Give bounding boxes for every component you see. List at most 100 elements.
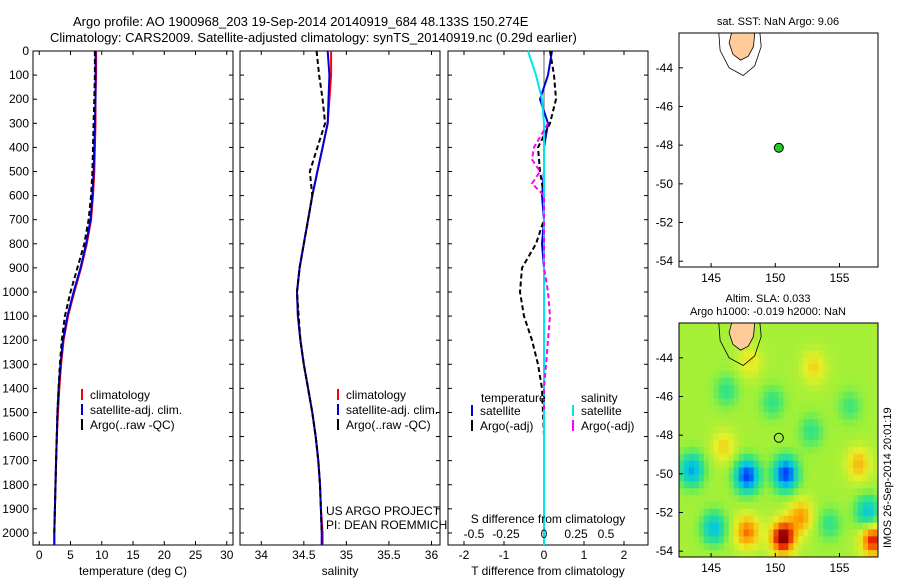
- x-tick-label: 36: [425, 548, 439, 562]
- plot-frame: [32, 50, 234, 546]
- sla-cell: [763, 460, 770, 469]
- difference-profile-panel: -2 -1 0 1 2 T difference from climatology temp…: [447, 50, 649, 578]
- sla-cell: [793, 522, 799, 531]
- sla-cell: [683, 350, 690, 359]
- sla-cell: [843, 508, 849, 517]
- plot-frame: [239, 50, 441, 546]
- sla-cell: [823, 433, 829, 441]
- sla-cell: [733, 384, 740, 393]
- sla-cell: [698, 515, 705, 524]
- sla-cell: [808, 481, 814, 489]
- sla-cell: [848, 488, 854, 496]
- sla-cell: [828, 501, 834, 510]
- sla-cell: [693, 481, 700, 489]
- sla-cell: [763, 543, 770, 551]
- sla-cell: [753, 508, 760, 517]
- sla-cell: [833, 440, 839, 448]
- y-tick-label: 1500: [2, 405, 29, 419]
- sla-cell: [833, 467, 839, 476]
- sla-cell: [863, 536, 869, 544]
- sla-cell: [728, 412, 735, 420]
- sla-cell: [793, 357, 799, 365]
- x-tick-label: 34: [255, 548, 269, 562]
- sla-cell: [788, 495, 795, 503]
- sla-cell: [688, 488, 695, 496]
- sla-cell: [858, 460, 864, 469]
- sla-cell: [813, 522, 819, 531]
- sla-cell: [818, 384, 824, 393]
- sla-cell: [868, 350, 874, 359]
- sla-cell: [868, 419, 874, 427]
- sla-cell: [763, 350, 770, 359]
- sla-cell: [808, 474, 814, 482]
- sla-cell: [708, 543, 715, 551]
- sla-cell: [688, 384, 695, 393]
- sla-cell: [698, 323, 705, 331]
- sla-cell: [828, 371, 834, 379]
- sla-cell: [743, 398, 750, 407]
- sla-cell: [863, 391, 869, 400]
- sla-cell: [763, 405, 770, 414]
- sla-cell: [748, 529, 755, 537]
- sla-cell: [788, 350, 795, 359]
- sla-cell: [873, 343, 878, 352]
- sla-cell: [743, 391, 750, 400]
- sla-cell: [818, 371, 824, 379]
- sla-cell: [679, 329, 685, 338]
- sla-cell: [828, 426, 834, 434]
- sla-cell: [758, 398, 765, 407]
- sla-cell: [723, 384, 730, 393]
- sla-cell: [758, 378, 765, 386]
- sla-cell: [798, 357, 804, 365]
- sla-cell: [858, 371, 864, 379]
- sla-cell: [858, 522, 864, 531]
- sla-cell: [763, 453, 770, 462]
- sla-cell: [718, 495, 725, 503]
- sla-cell: [823, 336, 829, 345]
- sla-cell: [873, 495, 878, 503]
- sla-cell: [748, 391, 755, 400]
- sla-cell: [773, 336, 780, 345]
- coast-contour: [718, 33, 762, 76]
- sla-cell: [688, 453, 695, 462]
- sla-cell: [679, 391, 685, 400]
- y-tick-label: 300: [9, 116, 29, 130]
- sla-cell: [773, 405, 780, 414]
- sla-cell: [788, 391, 795, 400]
- sla-cell: [763, 529, 770, 537]
- sla-cell: [808, 357, 814, 365]
- sla-cell: [843, 474, 849, 482]
- series-s-satellite: [527, 50, 545, 545]
- sla-cell: [778, 536, 785, 544]
- sla-cell: [848, 440, 854, 448]
- sla-cell: [798, 529, 804, 537]
- sla-cell: [788, 364, 795, 372]
- sla-cell: [743, 515, 750, 524]
- sla-cell: [858, 543, 864, 551]
- sla-cell: [838, 391, 844, 400]
- sla-cell: [813, 350, 819, 359]
- legend-label: satellite: [480, 404, 521, 418]
- sla-cell: [838, 384, 844, 393]
- sla-cell: [843, 481, 849, 489]
- sla-cell: [798, 550, 804, 557]
- sla-cell: [758, 350, 765, 359]
- sla-cell: [733, 371, 740, 379]
- sla-cell: [679, 501, 685, 510]
- sla-cell: [818, 412, 824, 420]
- sla-cell: [693, 460, 700, 469]
- sla-cell: [733, 536, 740, 544]
- sla-cell: [873, 433, 878, 441]
- sla-cell: [843, 501, 849, 510]
- sla-cell: [723, 453, 730, 462]
- sla-cell: [693, 522, 700, 531]
- sla-cell: [728, 488, 735, 496]
- sla-cell: [808, 446, 814, 455]
- sla-cell: [679, 515, 685, 524]
- sla-cell: [748, 371, 755, 379]
- sla-cell: [868, 412, 874, 420]
- sla-cell: [723, 343, 730, 352]
- sla-cell: [838, 467, 844, 476]
- sla-cell: [823, 467, 829, 476]
- sla-cell: [713, 405, 720, 414]
